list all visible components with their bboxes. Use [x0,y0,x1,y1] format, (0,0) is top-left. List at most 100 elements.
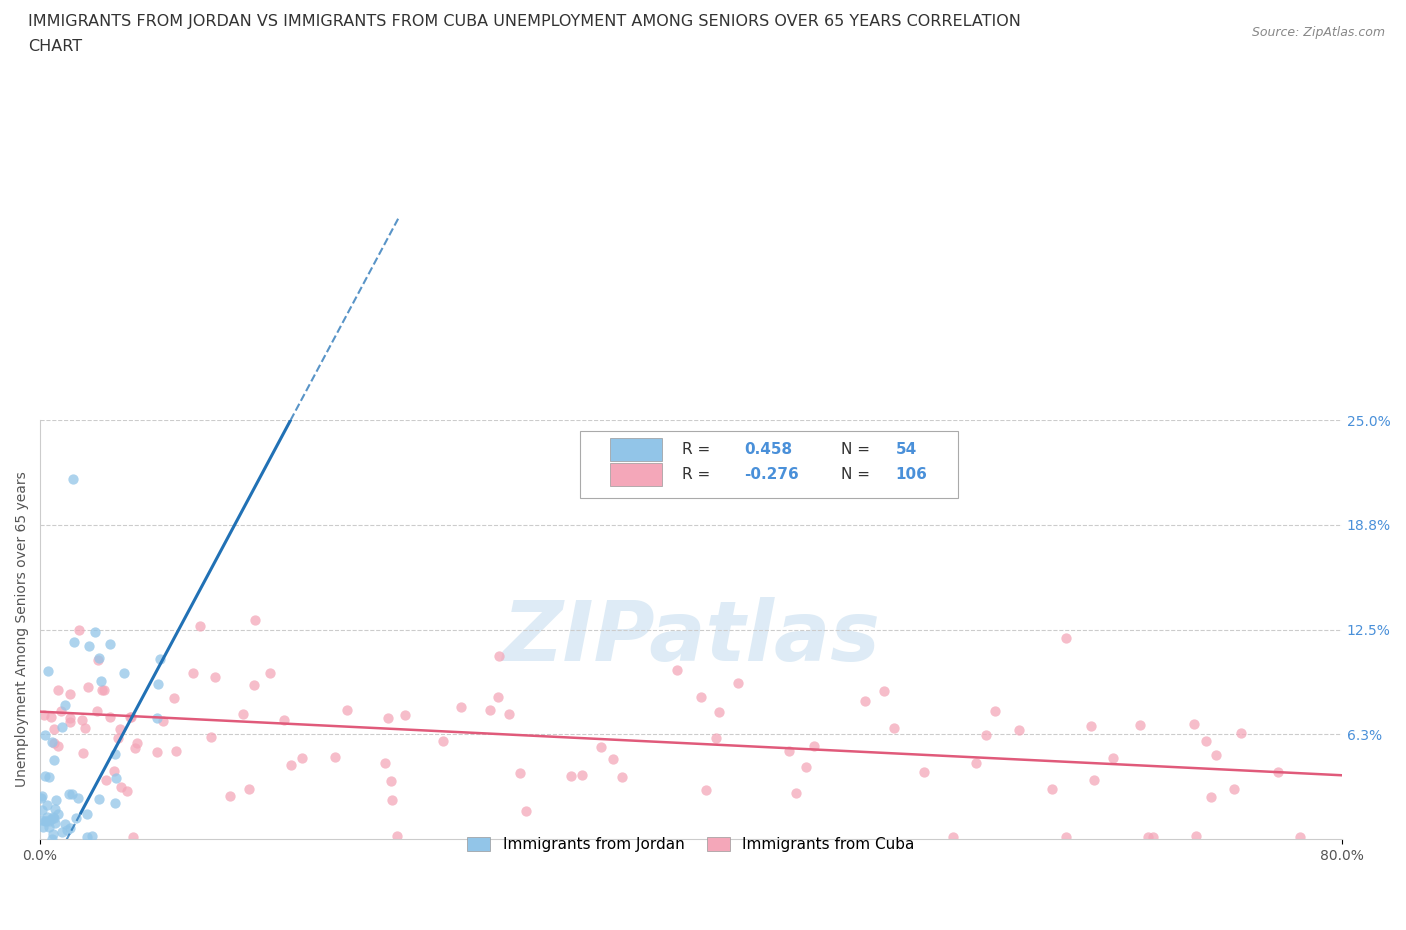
Point [965,755,987,770]
Point [238,781,260,796]
Point [1230,725,1253,740]
Point [58,786,80,801]
Point [1136,830,1159,844]
Point [873,684,896,698]
Point [38,813,60,828]
Point [31,803,53,817]
Text: R =: R = [682,442,716,458]
Point [325,750,347,764]
Point [498,707,520,722]
FancyBboxPatch shape [581,431,957,498]
Point [42,811,65,826]
Point [1223,782,1246,797]
Point [53,698,76,712]
Point [44,722,66,737]
Point [1142,830,1164,844]
Point [42,736,65,751]
Point [100,637,122,652]
Point [942,830,965,844]
Point [165,744,187,759]
Point [104,795,127,810]
Point [87,651,110,666]
Point [77,679,100,694]
Point [104,747,127,762]
Point [704,730,727,745]
Point [380,774,402,789]
Point [374,755,396,770]
Point [49,703,72,718]
Point [218,789,240,804]
Point [122,830,145,844]
Point [1102,751,1125,765]
Point [44,816,66,830]
Point [82,829,104,844]
Point [983,703,1005,718]
Point [107,731,129,746]
Point [243,612,266,627]
Point [38,770,60,785]
Point [35,814,58,829]
Point [488,648,510,663]
Point [42,827,65,842]
Point [59,715,82,730]
Point [602,751,624,766]
Text: IMMIGRANTS FROM JORDAN VS IMMIGRANTS FROM CUBA UNEMPLOYMENT AMONG SENIORS OVER 6: IMMIGRANTS FROM JORDAN VS IMMIGRANTS FRO… [28,14,1021,29]
Point [146,711,169,725]
Point [432,733,454,748]
Point [709,705,731,720]
Point [46,738,69,753]
Point [86,703,108,718]
Point [63,634,86,649]
Point [589,739,612,754]
Point [571,767,593,782]
Point [41,811,63,826]
Point [58,711,80,725]
Point [65,811,87,826]
Point [785,785,807,800]
Point [1083,772,1105,787]
Point [149,651,172,666]
Y-axis label: Unemployment Among Seniors over 65 years: Unemployment Among Seniors over 65 years [15,472,30,788]
Point [479,703,502,718]
Point [291,751,314,765]
Point [30,790,52,805]
Text: CHART: CHART [28,39,82,54]
Point [42,752,65,767]
Point [34,814,56,829]
Point [336,703,359,718]
Point [273,712,295,727]
Text: N =: N = [841,442,875,458]
Point [515,804,537,818]
Point [59,686,82,701]
Point [77,639,100,654]
Point [1182,717,1205,732]
Point [883,720,905,735]
Point [94,772,117,787]
Point [259,666,281,681]
Point [70,712,93,727]
Point [181,666,204,681]
Point [1199,790,1222,804]
Point [1267,764,1289,779]
Text: R =: R = [682,467,716,483]
Text: Source: ZipAtlas.com: Source: ZipAtlas.com [1251,26,1385,39]
Point [280,758,302,773]
Point [695,783,717,798]
Text: N =: N = [841,467,875,483]
Point [486,689,509,704]
Point [120,710,142,724]
Point [853,694,876,709]
Point [450,699,472,714]
Point [45,793,67,808]
Point [794,760,817,775]
Point [103,764,125,778]
Point [690,690,713,705]
Point [188,619,211,634]
Point [803,738,825,753]
Point [232,707,254,722]
Point [87,652,110,667]
Point [152,714,174,729]
Point [1080,718,1102,733]
Point [37,809,59,824]
Point [41,831,63,846]
